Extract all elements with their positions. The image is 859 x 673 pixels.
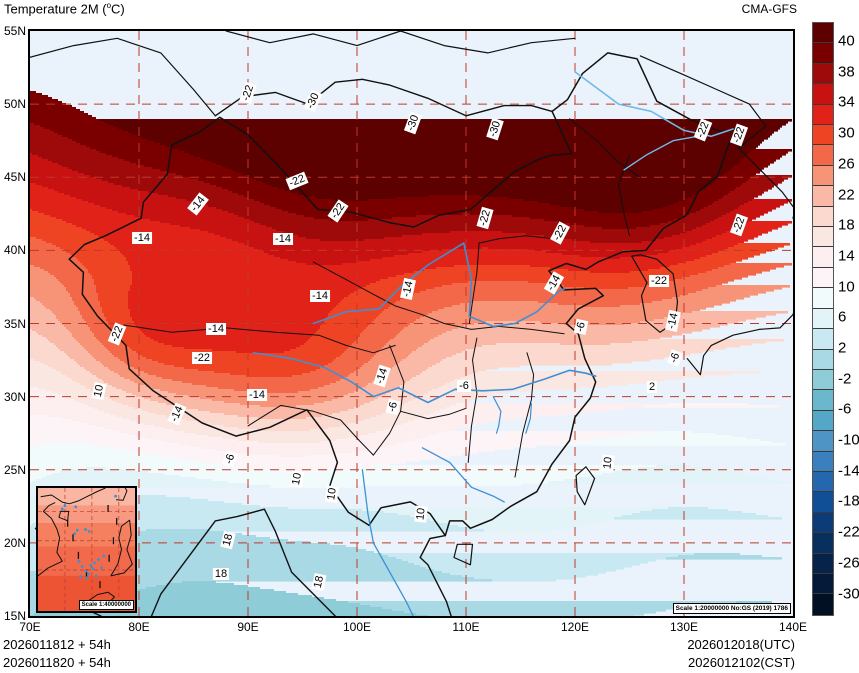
- colorbar-segment: [813, 247, 833, 268]
- colorbar-tick--22: -22: [838, 523, 859, 541]
- temperature-field-svg: [30, 31, 793, 616]
- colorbar-tick--10: -10: [838, 431, 859, 449]
- colorbar-segment: [813, 512, 833, 534]
- lat-tick-30N: 30N: [3, 389, 26, 404]
- contour-label: -14: [247, 389, 267, 401]
- inset-scale-badge: Scale 1:40000000: [78, 600, 134, 610]
- colorbar-segment: [813, 63, 833, 85]
- colorbar-segment: [813, 227, 833, 248]
- colorbar-tick--6: -6: [838, 400, 852, 418]
- contour-label: -22: [192, 352, 212, 364]
- lon-tick-120E: 120E: [560, 620, 590, 634]
- lon-tick-90E: 90E: [237, 620, 259, 634]
- lat-tick-15N: 15N: [3, 609, 26, 623]
- colorbar-tick-30: 30: [838, 124, 855, 142]
- lon-tick-140E: 140E: [778, 620, 808, 634]
- model-label: CMA-GFS: [741, 2, 797, 16]
- colorbar-tick--14: -14: [838, 462, 859, 480]
- colorbar-tick--18: -18: [838, 492, 859, 510]
- colorbar-segment: [813, 145, 833, 166]
- colorbar-segment: [813, 288, 833, 309]
- lat-tick-50N: 50N: [3, 97, 26, 112]
- colorbar-tick-40: 40: [838, 32, 855, 50]
- footer-init-utc: 2026011812 + 54h: [3, 637, 111, 652]
- contour-label: 18: [212, 568, 230, 580]
- inset-map-svg: [38, 488, 135, 611]
- contour-label: 10: [601, 454, 615, 472]
- contour-label: -14: [132, 232, 152, 244]
- lat-tick-55N: 55N: [3, 24, 26, 38]
- colorbar-tick--30: -30: [838, 585, 859, 603]
- lat-tick-25N: 25N: [3, 462, 26, 477]
- contour-label: 2: [646, 381, 658, 393]
- colorbar-tick-2: 2: [838, 339, 847, 357]
- colorbar-segment: [813, 43, 833, 64]
- colorbar-segment: [813, 186, 833, 207]
- contour-label: 10: [414, 505, 428, 523]
- colorbar-segment: [813, 431, 833, 452]
- colorbar-segment: [813, 84, 833, 105]
- colorbar-tick-10: 10: [838, 278, 855, 296]
- colorbar-segment: [813, 533, 833, 554]
- colorbar-segment: [813, 104, 833, 126]
- colorbar-tick-22: 22: [838, 186, 855, 204]
- map-panel[interactable]: -22 -30 -30 -30 -22 -22 -22 -14 -22 -22 -22 -22 -14-…: [28, 29, 795, 618]
- colorbar-tick-18: 18: [838, 216, 855, 234]
- colorbar-tick-34: 34: [838, 93, 855, 111]
- footer-valid-cst: 2026012102(CST): [688, 655, 795, 670]
- colorbar-tick-6: 6: [838, 308, 847, 326]
- colorbar-segment: [813, 23, 833, 44]
- colorbar-segment: [813, 573, 833, 595]
- lon-tick-70E: 70E: [19, 620, 41, 634]
- page-title: Temperature 2M (oC): [4, 1, 125, 16]
- colorbar-segment: [813, 329, 833, 350]
- footer-init-cst: 2026011820 + 54h: [3, 655, 111, 670]
- colorbar-segment: [813, 553, 833, 574]
- lon-tick-100E: 100E: [342, 620, 372, 634]
- contour-label: 10: [324, 485, 340, 503]
- contour-label: -22: [649, 275, 669, 287]
- degree-symbol: o: [106, 1, 112, 10]
- temperature-contour-fill: [30, 91, 792, 616]
- colorbar-segment: [813, 369, 833, 391]
- colorbar-segment: [813, 349, 833, 370]
- map-boundaries: [30, 31, 793, 616]
- colorbar-segment: [813, 492, 833, 513]
- colorbar-segment: [813, 165, 833, 187]
- colorbar-segment: [813, 267, 833, 289]
- page-title-unit: C): [111, 1, 125, 17]
- contour-label: -14: [310, 290, 330, 302]
- contour-label: -6: [457, 380, 471, 392]
- lon-tick-80E: 80E: [128, 620, 150, 634]
- lat-tick-45N: 45N: [3, 170, 26, 185]
- colorbar-segment: [813, 308, 833, 330]
- contour-label: -14: [273, 233, 293, 245]
- contour-label: -14: [206, 323, 226, 335]
- colorbar-tick-38: 38: [838, 63, 855, 81]
- colorbar-segment: [813, 471, 833, 493]
- colorbar-segment: [813, 410, 833, 432]
- lat-tick-35N: 35N: [3, 316, 26, 331]
- colorbar-segment: [813, 206, 833, 228]
- inset-map-south-china-sea[interactable]: Scale 1:40000000: [36, 486, 137, 613]
- colorbar-segment: [813, 451, 833, 472]
- map-rivers: [252, 71, 734, 616]
- lat-tick-20N: 20N: [3, 535, 26, 550]
- colorbar-segment: [813, 125, 833, 146]
- colorbar-tick-14: 14: [838, 247, 855, 265]
- lon-tick-130E: 130E: [669, 620, 699, 634]
- colorbar-tick--2: -2: [838, 370, 852, 388]
- colorbar[interactable]: [812, 22, 834, 616]
- lon-tick-110E: 110E: [452, 620, 480, 634]
- colorbar-tick--26: -26: [838, 554, 859, 572]
- colorbar-segment: [813, 390, 833, 411]
- map-scale-badge: Scale 1:20000000 No:GS (2019) 1786: [672, 603, 791, 614]
- lat-tick-40N: 40N: [3, 243, 26, 258]
- colorbar-segment: [813, 594, 833, 615]
- colorbar-tick-26: 26: [838, 155, 855, 173]
- page-title-text: Temperature 2M (: [4, 1, 107, 17]
- footer-valid-utc: 2026012018(UTC): [687, 637, 795, 652]
- map-canvas: -22 -30 -30 -30 -22 -22 -22 -14 -22 -22 -22 -22 -14-…: [30, 31, 793, 616]
